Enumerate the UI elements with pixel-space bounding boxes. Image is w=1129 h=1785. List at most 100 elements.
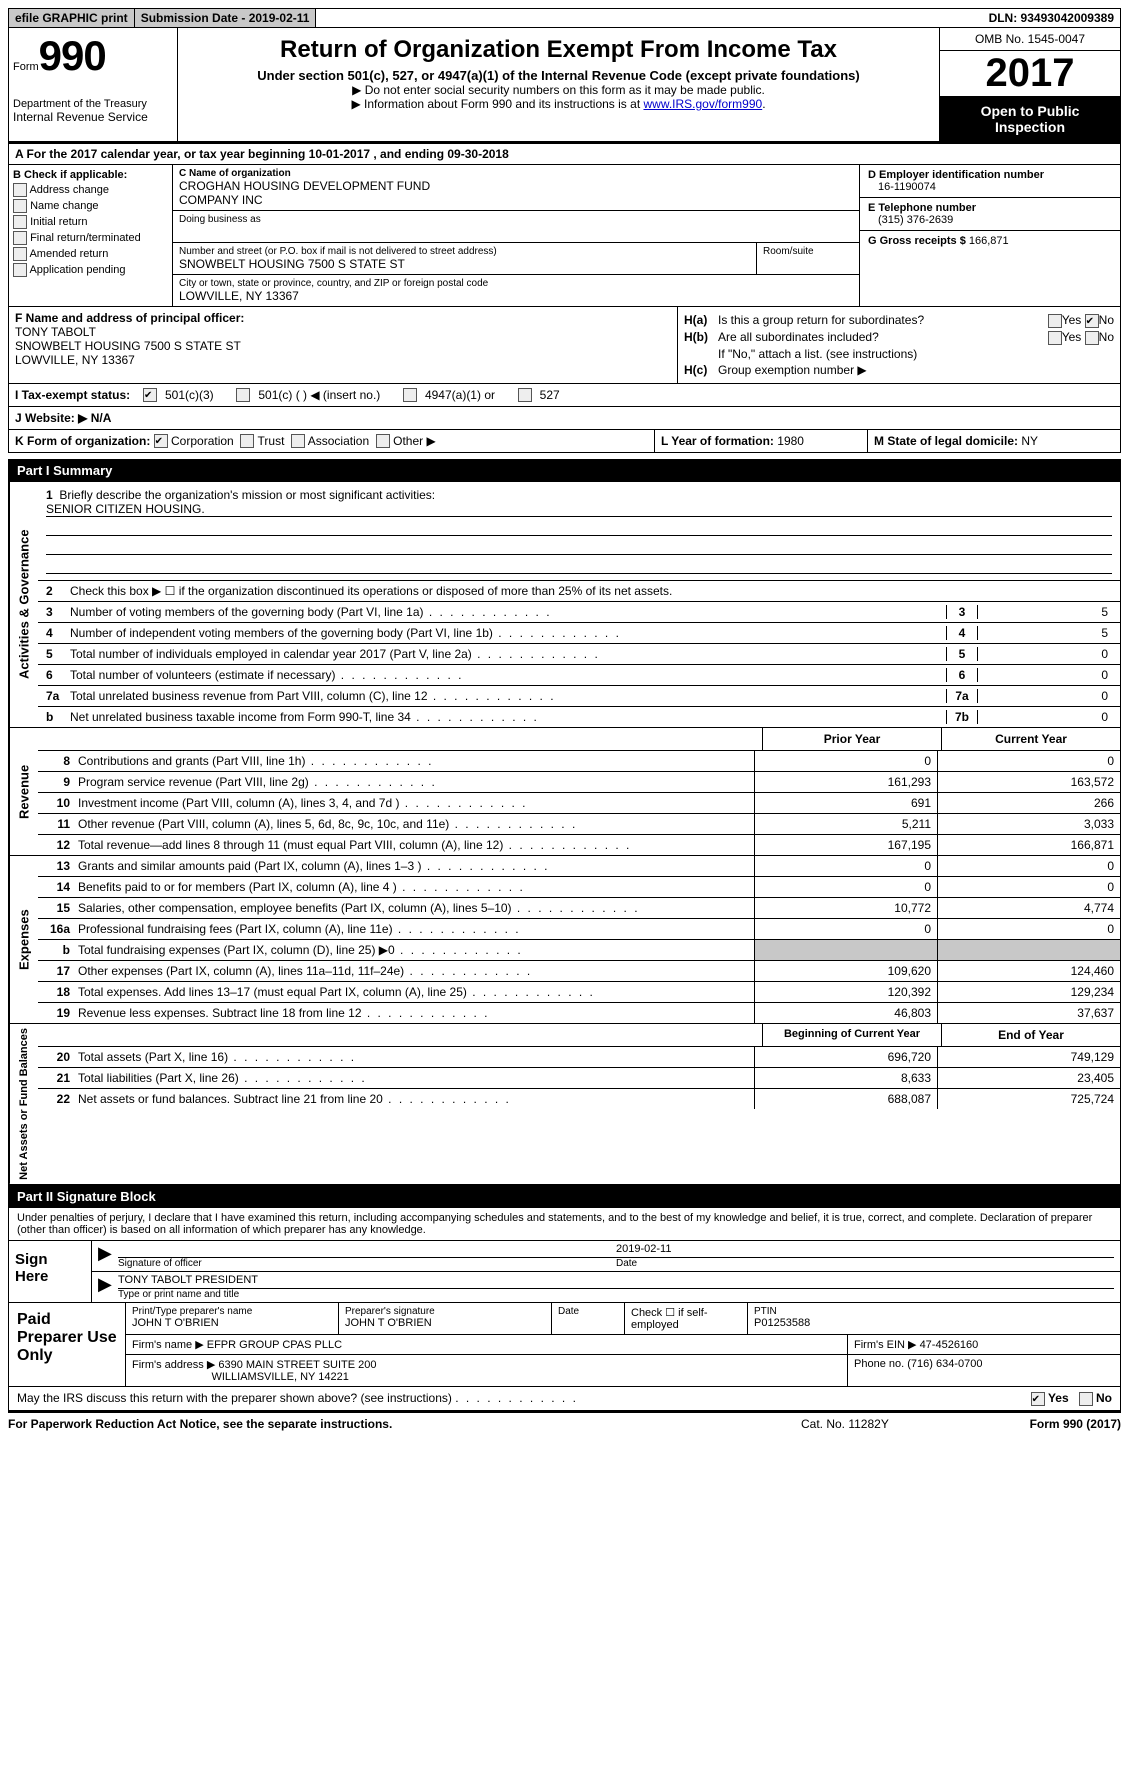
- cb-yes[interactable]: [1031, 1392, 1045, 1406]
- current-val: 4,774: [937, 898, 1120, 918]
- ha-row: H(a) Is this a group return for subordin…: [684, 313, 1114, 328]
- current-val: 0: [937, 856, 1120, 876]
- num: 2: [46, 584, 70, 598]
- cat-no: Cat. No. 11282Y: [801, 1417, 961, 1431]
- dba-cell: Doing business as: [173, 211, 859, 243]
- dots: [455, 1391, 578, 1405]
- cb-address-change[interactable]: Address change: [13, 183, 168, 197]
- table-row: 16a Professional fundraising fees (Part …: [38, 919, 1120, 940]
- firm-phone-cell: Phone no. (716) 634-0700: [848, 1355, 1120, 1386]
- num: 11: [38, 814, 74, 834]
- city-lbl: City or town, state or province, country…: [179, 278, 853, 289]
- cb-final-return[interactable]: Final return/terminated: [13, 231, 168, 245]
- org-name-1: CROGHAN HOUSING DEVELOPMENT FUND: [179, 179, 853, 193]
- desc: Contributions and grants (Part VIII, lin…: [74, 751, 754, 771]
- irs-link[interactable]: www.IRS.gov/form990: [643, 97, 762, 111]
- cb-no[interactable]: [1079, 1392, 1093, 1406]
- prior-val: [754, 940, 937, 960]
- cb-501c[interactable]: [236, 388, 250, 402]
- lbl: Phone no.: [854, 1358, 904, 1370]
- txt: May the IRS discuss this return with the…: [17, 1391, 452, 1405]
- prior-val: 696,720: [754, 1047, 937, 1067]
- num: 8: [38, 751, 74, 771]
- opt: 501(c)(3): [165, 388, 214, 402]
- form-990-num: 990: [39, 32, 106, 79]
- prep-date-cell: Date: [552, 1303, 625, 1334]
- cb-527[interactable]: [518, 388, 532, 402]
- num: 6: [46, 668, 70, 682]
- spacer: [38, 1024, 762, 1046]
- yes: Yes: [1062, 313, 1082, 327]
- hb-lbl: H(b): [684, 330, 718, 345]
- prep-row-3: Firm's address ▶ 6390 MAIN STREET SUITE …: [126, 1355, 1120, 1386]
- firm-name-cell: Firm's name ▶ EFPR GROUP CPAS PLLC: [126, 1335, 848, 1354]
- prior-val: 167,195: [754, 835, 937, 855]
- ul: [46, 557, 1112, 574]
- val: (716) 634-0700: [907, 1358, 982, 1370]
- cb-501c3[interactable]: [143, 388, 157, 402]
- revenue-section: Revenue Prior Year Current Year 8 Contri…: [8, 728, 1121, 856]
- officer-lbl: F Name and address of principal officer:: [15, 311, 244, 325]
- opt: Association: [308, 434, 369, 448]
- arrow-icon: ▶: [98, 1243, 118, 1269]
- ul: [46, 538, 1112, 555]
- num: 9: [38, 772, 74, 792]
- box: 7b: [946, 710, 977, 724]
- spacer: [316, 9, 982, 27]
- officer-name: TONY TABOLT: [15, 325, 96, 339]
- gov-line: 6 Total number of volunteers (estimate i…: [38, 665, 1120, 686]
- num: 4: [46, 626, 70, 640]
- phone-lbl: E Telephone number: [868, 202, 1112, 214]
- num: 18: [38, 982, 74, 1002]
- ein-lbl: D Employer identification number: [868, 169, 1112, 181]
- box: 3: [946, 605, 977, 619]
- table-row: 9 Program service revenue (Part VIII, li…: [38, 772, 1120, 793]
- table-row: 10 Investment income (Part VIII, column …: [38, 793, 1120, 814]
- cb-amended[interactable]: Amended return: [13, 247, 168, 261]
- cb-trust[interactable]: [240, 434, 254, 448]
- val: 0: [977, 689, 1112, 703]
- cb-4947[interactable]: [403, 388, 417, 402]
- prior-val: 10,772: [754, 898, 937, 918]
- m-state-domicile: M State of legal domicile: NY: [868, 430, 1120, 453]
- no: No: [1096, 1391, 1112, 1405]
- box: 6: [946, 668, 977, 682]
- l2-row: 2 Check this box ▶ ☐ if the organization…: [38, 580, 1120, 602]
- col-b-hdr: B Check if applicable:: [13, 169, 168, 181]
- val: 5: [977, 626, 1112, 640]
- omb-number: OMB No. 1545-0047: [940, 28, 1120, 51]
- cb-corp[interactable]: [154, 434, 168, 448]
- table-row: 14 Benefits paid to or for members (Part…: [38, 877, 1120, 898]
- submission-date: Submission Date - 2019-02-11: [135, 9, 317, 27]
- cb-name-change[interactable]: Name change: [13, 199, 168, 213]
- header-left: Form990 Department of the Treasury Inter…: [9, 28, 178, 141]
- desc: Grants and similar amounts paid (Part IX…: [74, 856, 754, 876]
- desc: Investment income (Part VIII, column (A)…: [74, 793, 754, 813]
- num: 3: [46, 605, 70, 619]
- firm-ein-cell: Firm's EIN ▶ 47-4526160: [848, 1335, 1120, 1354]
- prep-row-1: Print/Type preparer's name JOHN T O'BRIE…: [126, 1303, 1120, 1335]
- no: No: [1099, 330, 1114, 344]
- part1-header: Part I Summary: [8, 459, 1121, 482]
- val2: WILLIAMSVILLE, NY 14221: [211, 1371, 348, 1383]
- val: EFPR GROUP CPAS PLLC: [207, 1339, 342, 1351]
- num: 22: [38, 1089, 74, 1109]
- cb-initial-return[interactable]: Initial return: [13, 215, 168, 229]
- cb-application-pending[interactable]: Application pending: [13, 263, 168, 277]
- rev-rows: 8 Contributions and grants (Part VIII, l…: [38, 751, 1120, 855]
- cb-assoc[interactable]: [291, 434, 305, 448]
- top-bar: efile GRAPHIC print Submission Date - 20…: [8, 8, 1121, 28]
- preparer-block: Paid Preparer Use Only Print/Type prepar…: [8, 1303, 1121, 1387]
- form-subtitle: Under section 501(c), 527, or 4947(a)(1)…: [182, 68, 935, 83]
- officer-addr1: SNOWBELT HOUSING 7500 S STATE ST: [15, 339, 241, 353]
- cb-other[interactable]: [376, 434, 390, 448]
- prior-val: 691: [754, 793, 937, 813]
- k-form-org: K Form of organization: Corporation Trus…: [9, 430, 655, 453]
- side-expenses: Expenses: [9, 856, 38, 1023]
- header-right: OMB No. 1545-0047 2017 Open to Public In…: [940, 28, 1120, 141]
- prep-row-2: Firm's name ▶ EFPR GROUP CPAS PLLC Firm'…: [126, 1335, 1120, 1355]
- prior-val: 0: [754, 919, 937, 939]
- num: 17: [38, 961, 74, 981]
- org-name-cell: C Name of organization CROGHAN HOUSING D…: [173, 165, 859, 211]
- prior-val: 109,620: [754, 961, 937, 981]
